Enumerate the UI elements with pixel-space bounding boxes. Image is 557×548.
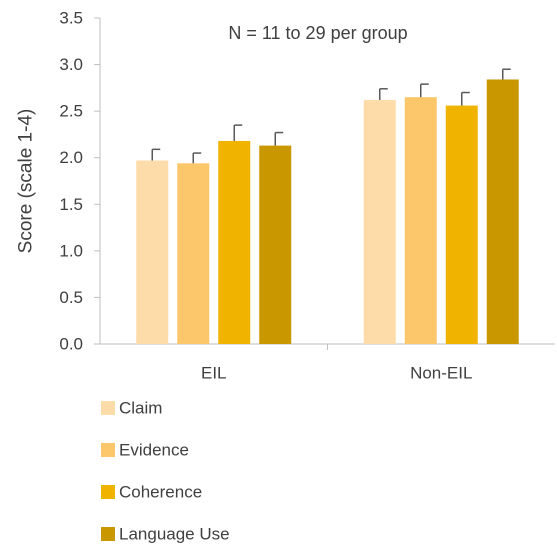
bar <box>445 105 478 344</box>
legend-label: Coherence <box>119 483 202 502</box>
legend-swatch <box>101 527 115 541</box>
bar <box>136 160 169 344</box>
legend-swatch <box>101 401 115 415</box>
y-tick-label: 2.5 <box>59 102 83 121</box>
legend-swatch <box>101 485 115 499</box>
bar <box>218 140 251 344</box>
plot-area: 0.0 0.5 1.0 1.5 2.0 2.5 3.0 3.5 EIL Non-EIL <box>59 9 555 383</box>
y-tick-label: 1.5 <box>59 195 83 214</box>
y-tick-label: 0.0 <box>59 335 83 354</box>
bar <box>177 163 210 344</box>
legend-label: Language Use <box>119 525 230 544</box>
legend-label: Claim <box>119 399 162 418</box>
x-tick-label: EIL <box>201 364 227 383</box>
bar <box>404 97 437 345</box>
bar <box>259 145 292 344</box>
bar <box>363 99 396 344</box>
bar <box>486 79 519 344</box>
y-tick-label: 2.0 <box>59 148 83 167</box>
y-tick-label: 3.0 <box>59 55 83 74</box>
y-axis-label: Score (scale 1-4) <box>16 109 37 254</box>
legend-label: Evidence <box>119 441 189 460</box>
chart-annotation: N = 11 to 29 per group <box>228 23 407 43</box>
x-tick-label: Non-EIL <box>410 364 472 383</box>
y-tick-label: 0.5 <box>59 288 83 307</box>
y-tick-label: 1.0 <box>59 241 83 260</box>
legend: Claim Evidence Coherence Language Use <box>101 399 230 544</box>
y-tick-label: 3.5 <box>59 9 83 28</box>
legend-swatch <box>101 443 115 457</box>
